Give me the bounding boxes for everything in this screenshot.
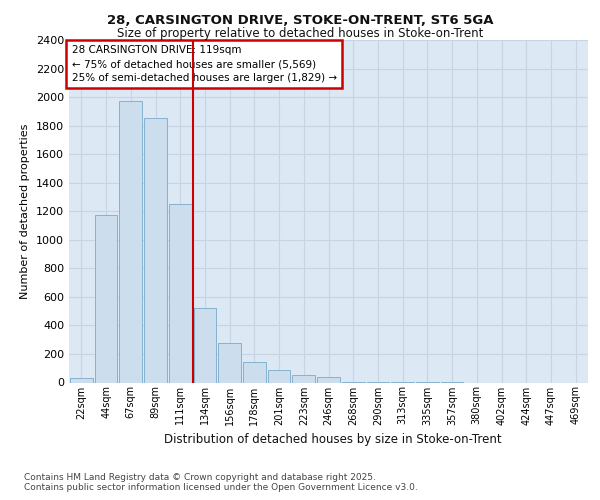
Bar <box>119 100 142 382</box>
Y-axis label: Number of detached properties: Number of detached properties <box>20 124 31 299</box>
Bar <box>317 377 340 382</box>
Text: Contains public sector information licensed under the Open Government Licence v3: Contains public sector information licen… <box>24 484 418 492</box>
Bar <box>144 118 167 382</box>
Bar <box>70 378 93 382</box>
Bar <box>268 370 290 382</box>
Bar <box>95 215 118 382</box>
Text: Distribution of detached houses by size in Stoke-on-Trent: Distribution of detached houses by size … <box>164 432 502 446</box>
Text: 28, CARSINGTON DRIVE, STOKE-ON-TRENT, ST6 5GA: 28, CARSINGTON DRIVE, STOKE-ON-TRENT, ST… <box>107 14 493 27</box>
Bar <box>243 362 266 382</box>
Bar <box>194 308 216 382</box>
Bar <box>292 376 315 382</box>
Bar <box>218 344 241 382</box>
Bar <box>169 204 191 382</box>
Text: 28 CARSINGTON DRIVE: 119sqm
← 75% of detached houses are smaller (5,569)
25% of : 28 CARSINGTON DRIVE: 119sqm ← 75% of det… <box>71 45 337 83</box>
Text: Contains HM Land Registry data © Crown copyright and database right 2025.: Contains HM Land Registry data © Crown c… <box>24 472 376 482</box>
Text: Size of property relative to detached houses in Stoke-on-Trent: Size of property relative to detached ho… <box>117 28 483 40</box>
